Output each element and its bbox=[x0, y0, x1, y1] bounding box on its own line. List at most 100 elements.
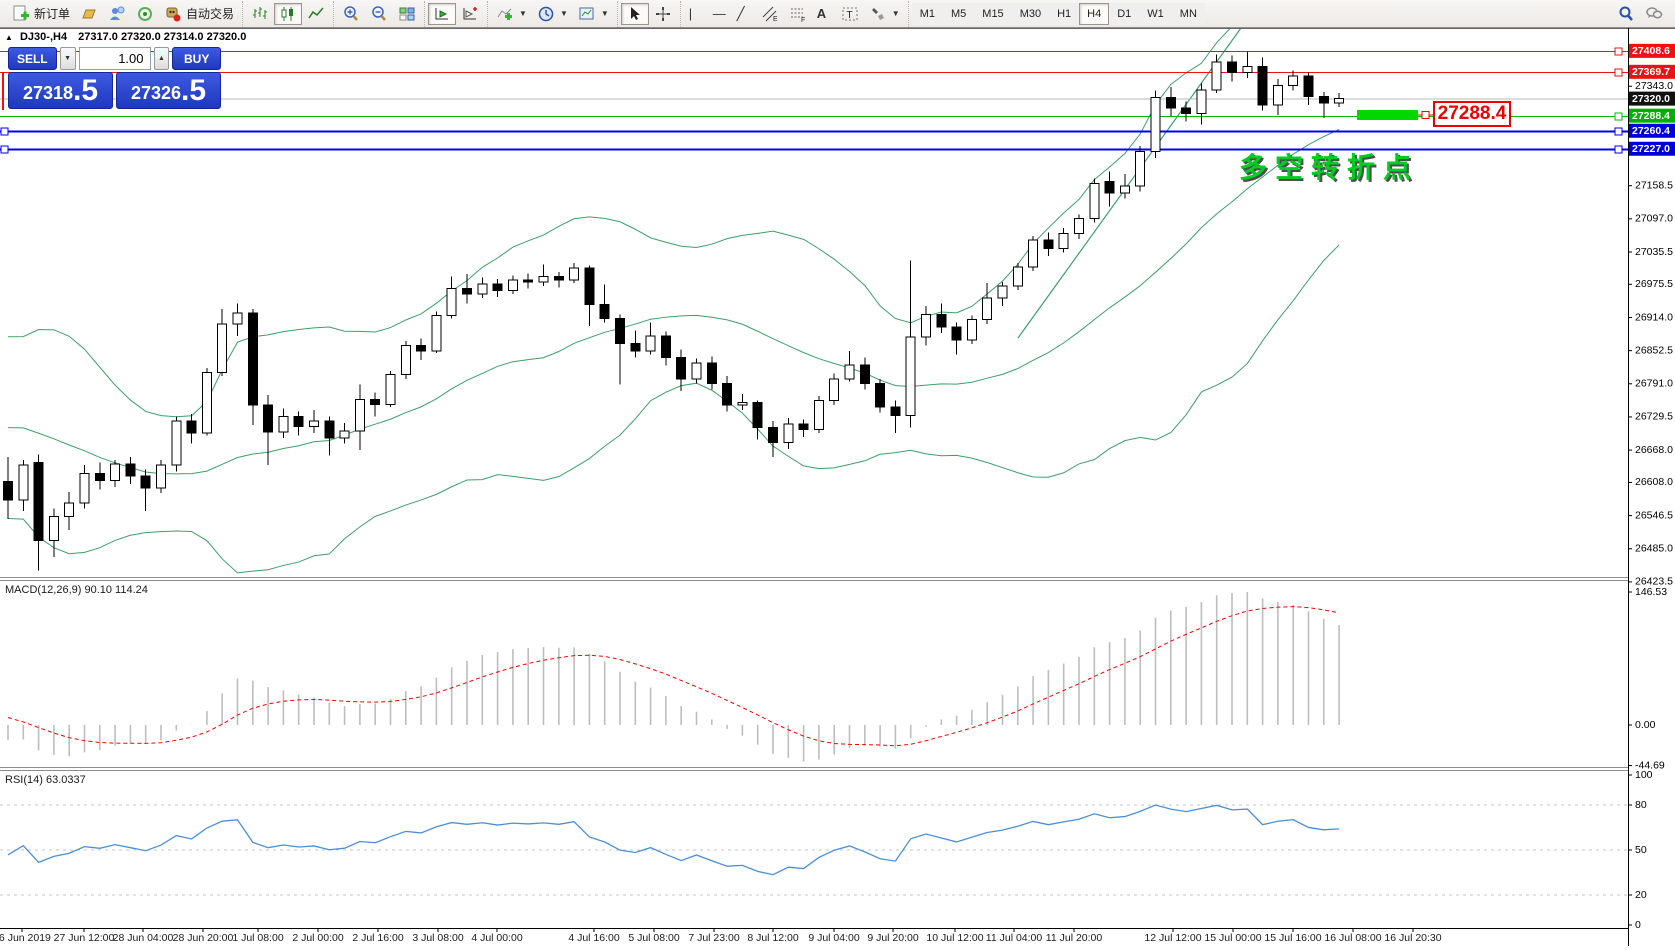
svg-text:27097.0: 27097.0 bbox=[1635, 213, 1673, 225]
sell-price-pips: .5 bbox=[73, 74, 99, 107]
tf-mn-button[interactable]: MN bbox=[1171, 2, 1205, 25]
svg-text:26729.5: 26729.5 bbox=[1635, 411, 1673, 423]
vertical-line-button[interactable]: | bbox=[684, 3, 708, 25]
profiles-button[interactable] bbox=[75, 3, 103, 25]
line-chart-icon bbox=[307, 5, 325, 23]
time-axis-label: 10 Jul 12:00 bbox=[926, 932, 983, 944]
bar-chart-button[interactable] bbox=[246, 3, 274, 25]
channel-button[interactable]: E bbox=[756, 3, 784, 25]
crosshair-button[interactable] bbox=[649, 3, 677, 25]
cursor-button[interactable] bbox=[620, 2, 649, 25]
candlestick-chart-button[interactable] bbox=[274, 2, 303, 25]
annotation-handle[interactable] bbox=[1421, 111, 1430, 119]
buy-price-display[interactable]: 27326 .5 bbox=[116, 72, 221, 109]
candles-layer bbox=[3, 51, 1345, 571]
zoom-out-button[interactable] bbox=[365, 3, 393, 25]
auto-scroll-button[interactable] bbox=[428, 2, 457, 25]
price-axis: 27343.0 27158.5 27097.0 27035.5 26975.5 26914… bbox=[1628, 43, 1675, 931]
volume-input[interactable] bbox=[78, 47, 151, 70]
macd-pane bbox=[7, 591, 1340, 762]
auto-trading-label: 自动交易 bbox=[186, 7, 235, 21]
zoom-in-button[interactable] bbox=[337, 3, 365, 25]
symbol-ohlc-values: 27317.0 27320.0 27314.0 27320.0 bbox=[78, 31, 247, 43]
arrows-button[interactable]: ▼ bbox=[864, 3, 905, 25]
sell-price-display[interactable]: 27318 .5 bbox=[8, 72, 113, 109]
data-feed-icon bbox=[136, 5, 154, 23]
new-order-button[interactable]: 新订单 bbox=[7, 3, 75, 25]
svg-text:80: 80 bbox=[1635, 799, 1647, 811]
svg-text:27320.0: 27320.0 bbox=[1632, 93, 1670, 105]
svg-text:0: 0 bbox=[1635, 919, 1641, 931]
candlestick-chart-icon bbox=[279, 5, 297, 23]
tf-m1-button[interactable]: M1 bbox=[911, 2, 943, 25]
chart-shift-button[interactable] bbox=[456, 3, 484, 25]
price-annotation-box[interactable]: 27288.4 bbox=[1433, 101, 1511, 127]
panel-collapse-icon[interactable]: ▲ bbox=[5, 33, 13, 42]
sell-price-main: 27318 bbox=[22, 83, 74, 103]
one-click-trade-panel: SELL ▼ ▲ BUY 27318 .5 27326 .5 bbox=[8, 47, 221, 109]
toolbar-group-objects: | — ╱ E F A T ▼ bbox=[679, 0, 908, 27]
sell-button[interactable]: SELL bbox=[8, 47, 57, 70]
volume-increase-button[interactable]: ▲ bbox=[153, 47, 170, 70]
svg-text:T: T bbox=[846, 10, 852, 21]
text-label-button[interactable]: T bbox=[836, 3, 864, 25]
green-highlight-object[interactable] bbox=[1357, 110, 1418, 120]
chat-icon[interactable] bbox=[1645, 5, 1663, 23]
templates-button[interactable]: ▼ bbox=[573, 3, 614, 25]
tf-h1-button[interactable]: H1 bbox=[1049, 2, 1080, 25]
svg-text:146.53: 146.53 bbox=[1635, 586, 1667, 598]
time-axis-label: 11 Jul 04:00 bbox=[986, 932, 1043, 944]
search-icon[interactable] bbox=[1617, 5, 1635, 23]
tf-d1-button[interactable]: D1 bbox=[1109, 2, 1140, 25]
svg-text:E: E bbox=[773, 16, 778, 23]
time-axis-label: 3 Jul 08:00 bbox=[412, 932, 464, 944]
auto-trading-icon bbox=[164, 5, 182, 23]
svg-text:26423.5: 26423.5 bbox=[1635, 576, 1673, 588]
dropdown-arrow-icon: ▼ bbox=[891, 9, 900, 18]
market-watch-button[interactable] bbox=[103, 3, 131, 25]
turning-point-note[interactable]: 多空转折点 bbox=[1239, 152, 1420, 183]
fibonacci-button[interactable]: F bbox=[784, 3, 812, 25]
periods-button[interactable]: ▼ bbox=[532, 3, 573, 25]
horizontal-line-button[interactable]: — bbox=[708, 3, 732, 25]
periods-clock-icon bbox=[537, 5, 555, 23]
text-button[interactable]: A bbox=[812, 3, 836, 25]
tf-m5-button[interactable]: M5 bbox=[943, 2, 975, 25]
new-order-label: 新订单 bbox=[34, 7, 71, 21]
svg-text:27408.6: 27408.6 bbox=[1632, 45, 1670, 57]
svg-text:27158.5: 27158.5 bbox=[1635, 179, 1673, 191]
svg-text:26852.5: 26852.5 bbox=[1635, 344, 1673, 356]
data-feed-button[interactable] bbox=[131, 3, 159, 25]
tf-w1-button[interactable]: W1 bbox=[1139, 2, 1172, 25]
buy-button[interactable]: BUY bbox=[172, 47, 221, 70]
auto-trading-button[interactable]: 自动交易 bbox=[159, 3, 239, 25]
time-axis-label: 27 Jun 12:00 bbox=[54, 932, 115, 944]
frame bbox=[0, 28, 1675, 946]
arrows-icon bbox=[869, 5, 887, 23]
indicators-icon bbox=[496, 5, 514, 23]
rsi-pane bbox=[0, 804, 1628, 896]
indicators-button[interactable]: ▼ bbox=[491, 3, 532, 25]
buy-price-main: 27326 bbox=[130, 83, 182, 103]
horizontal-lines[interactable] bbox=[0, 47, 1628, 154]
tf-m15-button[interactable]: M15 bbox=[974, 2, 1012, 25]
svg-text:26791.0: 26791.0 bbox=[1635, 378, 1673, 390]
trendline-object[interactable] bbox=[1017, 28, 1242, 339]
tf-m30-button[interactable]: M30 bbox=[1011, 2, 1050, 25]
auto-scroll-icon bbox=[433, 5, 451, 23]
horizontal-line-icon: — bbox=[712, 5, 726, 21]
volume-decrease-button[interactable]: ▼ bbox=[59, 47, 76, 70]
toolbar-group-zoom bbox=[333, 0, 424, 27]
trendline-button[interactable]: ╱ bbox=[732, 3, 756, 25]
time-axis-label: 2 Jul 00:00 bbox=[292, 932, 344, 944]
line-chart-button[interactable] bbox=[302, 3, 330, 25]
svg-text:26668.0: 26668.0 bbox=[1635, 444, 1673, 456]
tile-windows-button[interactable] bbox=[393, 3, 421, 25]
svg-text:100: 100 bbox=[1635, 769, 1653, 781]
time-axis-label: 28 Jun 20:00 bbox=[173, 932, 234, 944]
vertical-line-icon: | bbox=[688, 5, 693, 21]
tf-h4-button[interactable]: H4 bbox=[1079, 2, 1110, 25]
bar-chart-icon bbox=[251, 5, 269, 23]
